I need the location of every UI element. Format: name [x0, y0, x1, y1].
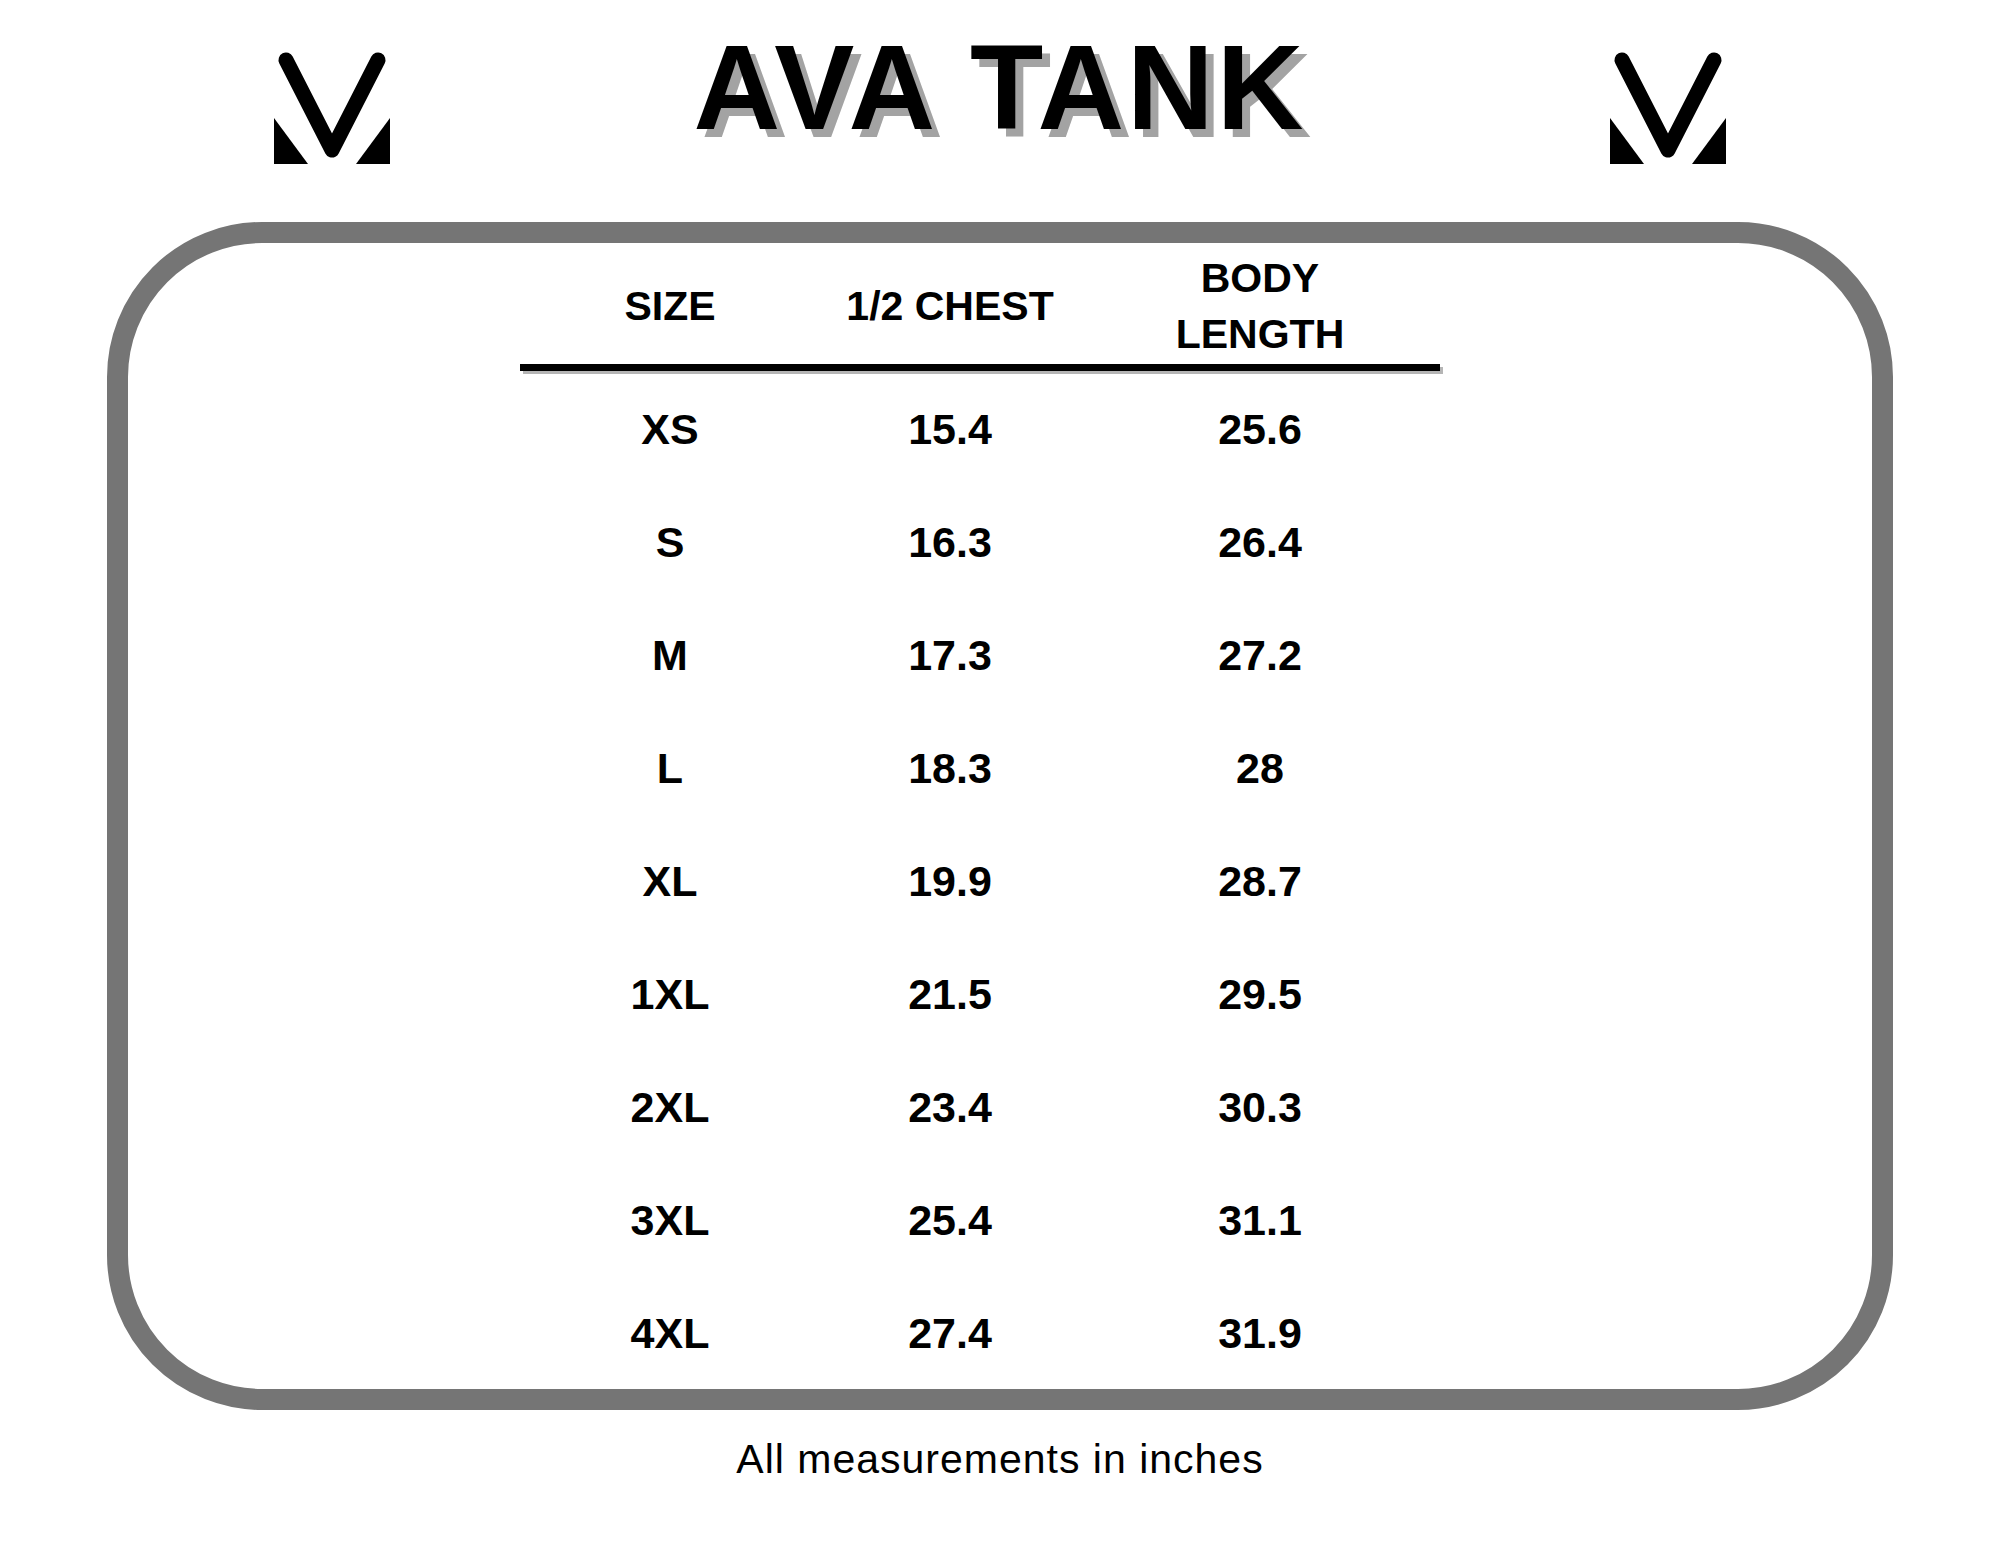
table-body: XS 15.4 25.6 S 16.3 26.4 M 17.3 27.2 L 1… [520, 373, 1440, 1390]
body-length-cell: 29.5 [1080, 970, 1440, 1019]
column-header-size: SIZE [520, 278, 820, 334]
column-header-body-length-label: BODY LENGTH [1143, 250, 1378, 362]
table-row: 2XL 23.4 30.3 [520, 1051, 1440, 1164]
body-length-cell: 28 [1080, 744, 1440, 793]
size-chart-table: SIZE 1/2 CHEST BODY LENGTH XS 15.4 25.6 … [520, 248, 1440, 1390]
table-row: 1XL 21.5 29.5 [520, 938, 1440, 1051]
body-length-cell: 30.3 [1080, 1083, 1440, 1132]
table-header-row: SIZE 1/2 CHEST BODY LENGTH [520, 248, 1440, 364]
size-cell: 1XL [520, 970, 820, 1019]
half-chest-cell: 16.3 [820, 518, 1080, 567]
table-row: L 18.3 28 [520, 712, 1440, 825]
table-row: XL 19.9 28.7 [520, 825, 1440, 938]
body-length-cell: 31.9 [1080, 1309, 1440, 1358]
size-cell: 4XL [520, 1309, 820, 1358]
header-underline [520, 364, 1440, 371]
table-row: XS 15.4 25.6 [520, 373, 1440, 486]
measurement-units-note: All measurements in inches [0, 1436, 2000, 1483]
column-header-size-label: SIZE [624, 278, 715, 334]
size-cell: M [520, 631, 820, 680]
half-chest-cell: 18.3 [820, 744, 1080, 793]
half-chest-cell: 23.4 [820, 1083, 1080, 1132]
body-length-cell: 27.2 [1080, 631, 1440, 680]
column-header-half-chest: 1/2 CHEST [820, 278, 1080, 334]
half-chest-cell: 17.3 [820, 631, 1080, 680]
half-chest-cell: 21.5 [820, 970, 1080, 1019]
size-cell: XL [520, 857, 820, 906]
body-length-cell: 26.4 [1080, 518, 1440, 567]
size-cell: XS [520, 405, 820, 454]
table-row: 3XL 25.4 31.1 [520, 1164, 1440, 1277]
size-cell: S [520, 518, 820, 567]
size-chart-page: { "page": { "background_color": "#ffffff… [0, 0, 2000, 1545]
body-length-cell: 25.6 [1080, 405, 1440, 454]
size-cell: 2XL [520, 1083, 820, 1132]
body-length-cell: 28.7 [1080, 857, 1440, 906]
column-header-body-length: BODY LENGTH [1080, 250, 1440, 362]
size-cell: 3XL [520, 1196, 820, 1245]
table-row: S 16.3 26.4 [520, 486, 1440, 599]
half-chest-cell: 25.4 [820, 1196, 1080, 1245]
page-title: AVA TANK [0, 22, 2000, 152]
size-cell: L [520, 744, 820, 793]
column-header-half-chest-label: 1/2 CHEST [846, 278, 1053, 334]
table-row: 4XL 27.4 31.9 [520, 1277, 1440, 1390]
half-chest-cell: 15.4 [820, 405, 1080, 454]
half-chest-cell: 19.9 [820, 857, 1080, 906]
half-chest-cell: 27.4 [820, 1309, 1080, 1358]
table-row: M 17.3 27.2 [520, 599, 1440, 712]
body-length-cell: 31.1 [1080, 1196, 1440, 1245]
